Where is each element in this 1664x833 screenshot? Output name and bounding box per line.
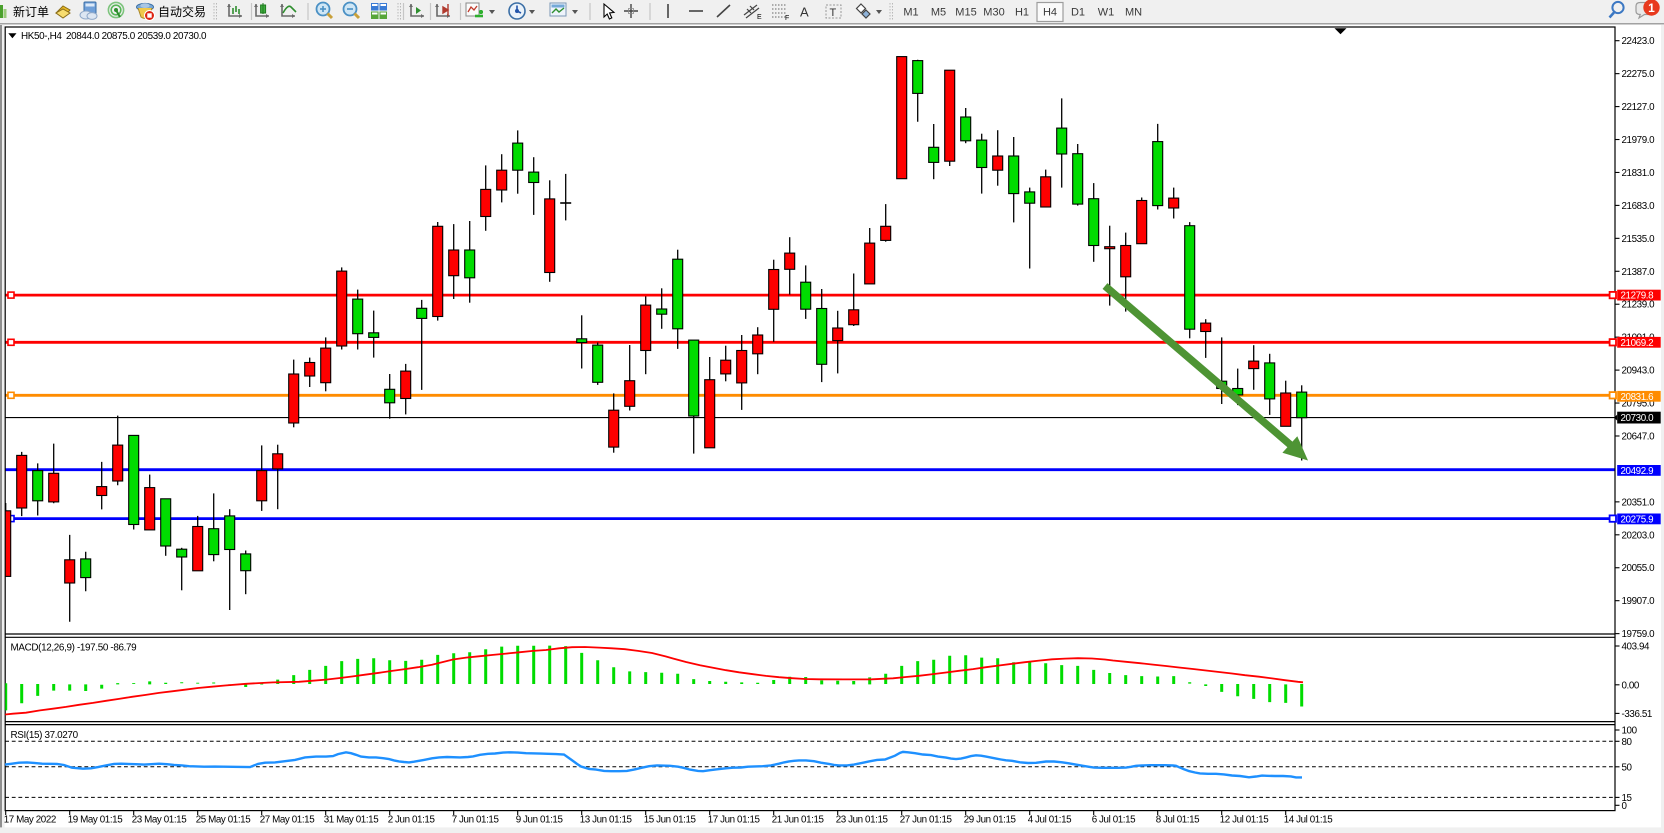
svg-text:6 Jul 01:15: 6 Jul 01:15 (1092, 814, 1136, 825)
svg-text:20055.0: 20055.0 (1622, 563, 1656, 574)
svg-text:4 Jul 01:15: 4 Jul 01:15 (1028, 814, 1072, 825)
svg-text:22423.0: 22423.0 (1622, 36, 1656, 47)
svg-text:20492.9: 20492.9 (1621, 466, 1654, 477)
svg-text:20795.0: 20795.0 (1622, 399, 1656, 410)
svg-text:M1: M1 (903, 7, 918, 19)
svg-text:21535.0: 21535.0 (1622, 234, 1656, 245)
svg-text:0: 0 (1622, 801, 1628, 812)
svg-text:21831.0: 21831.0 (1622, 168, 1656, 179)
svg-text:21 Jun 01:15: 21 Jun 01:15 (772, 814, 825, 825)
svg-text:F: F (785, 15, 789, 22)
svg-text:23 May 01:15: 23 May 01:15 (132, 814, 188, 825)
svg-text:19907.0: 19907.0 (1622, 596, 1656, 607)
svg-text:21069.2: 21069.2 (1621, 338, 1654, 349)
svg-text:17 Jun 01:15: 17 Jun 01:15 (708, 814, 761, 825)
svg-text:20647.0: 20647.0 (1622, 431, 1656, 442)
svg-text:MACD(12,26,9) -197.50 -86.79: MACD(12,26,9) -197.50 -86.79 (11, 642, 138, 653)
svg-text:21979.0: 21979.0 (1622, 135, 1656, 146)
svg-text:20351.0: 20351.0 (1622, 497, 1656, 508)
svg-text:0.00: 0.00 (1622, 680, 1640, 691)
svg-text:A: A (800, 5, 809, 20)
svg-text:20730.0: 20730.0 (1621, 413, 1655, 424)
svg-text:自动交易: 自动交易 (158, 4, 206, 19)
svg-text:T: T (830, 7, 837, 19)
svg-text:-336.51: -336.51 (1622, 709, 1652, 720)
svg-text:15 Jun 01:15: 15 Jun 01:15 (644, 814, 697, 825)
svg-text:27 May 01:15: 27 May 01:15 (260, 814, 316, 825)
svg-text:20844.0 20875.0 20539.0 20730.: 20844.0 20875.0 20539.0 20730.0 (66, 31, 207, 42)
svg-text:E: E (757, 14, 762, 21)
svg-text:新订单: 新订单 (13, 4, 49, 19)
svg-text:21683.0: 21683.0 (1622, 201, 1656, 212)
svg-text:21239.0: 21239.0 (1622, 300, 1656, 311)
svg-text:8 Jul 01:15: 8 Jul 01:15 (1156, 814, 1200, 825)
svg-text:13 Jun 01:15: 13 Jun 01:15 (580, 814, 633, 825)
svg-text:14 Jul 01:15: 14 Jul 01:15 (1284, 814, 1334, 825)
svg-text:M30: M30 (983, 7, 1004, 19)
svg-text:403.94: 403.94 (1622, 642, 1651, 653)
svg-text:MN: MN (1125, 7, 1142, 19)
svg-text:12 Jul 01:15: 12 Jul 01:15 (1220, 814, 1270, 825)
svg-text:RSI(15) 37.0270: RSI(15) 37.0270 (11, 730, 79, 741)
svg-text:H1: H1 (1015, 7, 1029, 19)
svg-text:22275.0: 22275.0 (1622, 69, 1656, 80)
svg-text:19759.0: 19759.0 (1622, 629, 1656, 640)
svg-text:80: 80 (1622, 737, 1633, 748)
svg-text:22127.0: 22127.0 (1622, 102, 1656, 113)
svg-text:9 Jun 01:15: 9 Jun 01:15 (516, 814, 564, 825)
svg-text:20943.0: 20943.0 (1622, 366, 1656, 377)
svg-text:31 May 01:15: 31 May 01:15 (324, 814, 380, 825)
svg-text:7 Jun 01:15: 7 Jun 01:15 (452, 814, 500, 825)
svg-text:23 Jun 01:15: 23 Jun 01:15 (836, 814, 889, 825)
svg-text:2 Jun 01:15: 2 Jun 01:15 (388, 814, 436, 825)
svg-text:20831.6: 20831.6 (1621, 392, 1655, 403)
svg-text:15: 15 (1622, 793, 1633, 804)
svg-text:M5: M5 (931, 7, 946, 19)
svg-text:20203.0: 20203.0 (1622, 530, 1656, 541)
svg-text:H4: H4 (1043, 7, 1057, 19)
svg-text:29 Jun 01:15: 29 Jun 01:15 (964, 814, 1017, 825)
svg-text:21387.0: 21387.0 (1622, 267, 1656, 278)
svg-text:20275.9: 20275.9 (1621, 515, 1654, 526)
svg-text:21279.8: 21279.8 (1621, 291, 1655, 302)
svg-text:HK50-,H4: HK50-,H4 (21, 31, 62, 42)
svg-text:M15: M15 (955, 7, 976, 19)
svg-text:1: 1 (1648, 1, 1655, 15)
svg-text:100: 100 (1622, 726, 1638, 737)
svg-text:27 Jun 01:15: 27 Jun 01:15 (900, 814, 953, 825)
svg-text:D1: D1 (1071, 7, 1085, 19)
svg-text:17 May 2022: 17 May 2022 (4, 814, 56, 825)
svg-text:50: 50 (1622, 762, 1633, 773)
svg-text:19 May 01:15: 19 May 01:15 (68, 814, 124, 825)
svg-text:25 May 01:15: 25 May 01:15 (196, 814, 252, 825)
svg-text:W1: W1 (1098, 7, 1115, 19)
